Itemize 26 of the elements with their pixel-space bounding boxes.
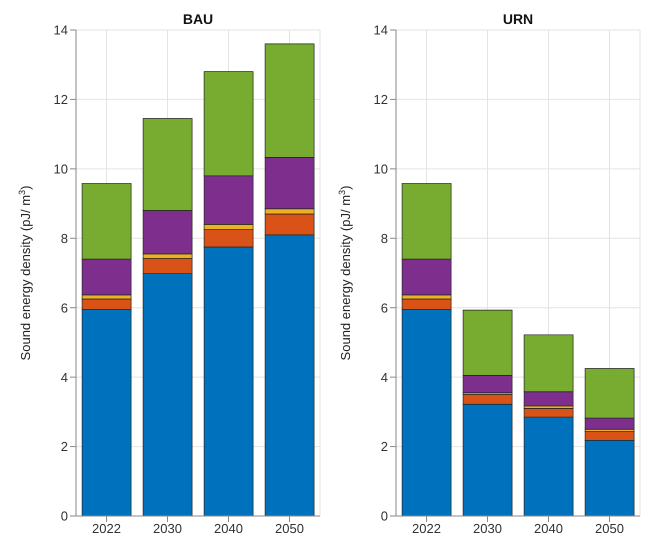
y-tick-label: 8 (380, 230, 388, 246)
y-tick-label: 4 (380, 370, 388, 385)
x-tick-label: 2040 (534, 521, 563, 536)
y-tick-label: 10 (374, 161, 388, 176)
y-tick-label: 4 (60, 370, 68, 385)
y-tick-label: 0 (380, 508, 388, 524)
y-tick-label: 12 (54, 92, 68, 108)
y-tick-label: 10 (54, 161, 68, 176)
y-tick-label: 12 (374, 92, 388, 108)
y-tick-label: 2 (60, 439, 68, 454)
x-tick-label: 2022 (92, 521, 121, 536)
x-tick-label: 2022 (412, 521, 441, 536)
y-tick-label: 14 (54, 22, 68, 38)
x-tick-label: 2050 (595, 521, 624, 536)
y-tick-label: 6 (380, 300, 388, 316)
y-tick-label: 8 (60, 230, 68, 246)
chart-title: URN (502, 11, 534, 27)
x-tick-label: 2040 (214, 521, 243, 536)
y-tick-label: 0 (60, 508, 68, 524)
chart-title: BAU (182, 11, 214, 27)
y-tick-label: 6 (60, 300, 68, 316)
x-tick-label: 2030 (153, 521, 182, 536)
x-tick-label: 2030 (473, 521, 502, 536)
x-tick-label: 2050 (275, 521, 304, 536)
y-tick-label: 2 (380, 439, 388, 454)
y-tick-label: 14 (374, 22, 388, 38)
